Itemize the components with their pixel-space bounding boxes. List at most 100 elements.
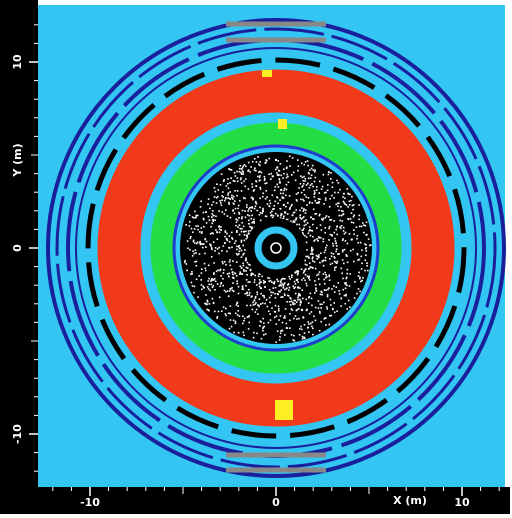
hit [366, 262, 368, 264]
hit [316, 189, 318, 191]
hit [209, 219, 211, 221]
hit [345, 240, 347, 242]
hit [220, 184, 222, 186]
hit [223, 245, 225, 247]
hit [336, 245, 338, 247]
hit [312, 328, 314, 330]
hit [325, 197, 327, 199]
hit [356, 226, 358, 228]
hit [236, 304, 238, 306]
hit [313, 209, 315, 211]
hit [261, 276, 263, 278]
hit [325, 199, 327, 201]
hit [289, 165, 291, 167]
hit [270, 203, 272, 205]
hit [314, 190, 316, 192]
hit [264, 178, 266, 180]
hit [324, 289, 326, 291]
hit [259, 325, 261, 327]
hit [335, 229, 337, 231]
hit [325, 249, 327, 251]
hit [335, 240, 337, 242]
hit [266, 299, 268, 301]
page: X (m) Y (m) -10010100-10 (() => { const … [0, 0, 512, 514]
hit [226, 233, 228, 235]
hit [323, 203, 325, 205]
hit [256, 284, 258, 286]
hit [286, 327, 288, 329]
hit [200, 201, 202, 203]
hit [236, 275, 238, 277]
hit [275, 287, 277, 289]
hit [331, 234, 333, 236]
hit [241, 173, 243, 175]
hit [363, 224, 365, 226]
hit [297, 274, 299, 276]
hit [229, 191, 231, 193]
hit [276, 184, 278, 186]
hit [260, 303, 262, 305]
hit [222, 285, 224, 287]
hit [340, 206, 342, 208]
hit [245, 178, 247, 180]
hit [337, 253, 339, 255]
hit [262, 196, 264, 198]
hit [213, 262, 215, 264]
hit [249, 226, 251, 228]
hit [324, 252, 326, 254]
hit [327, 296, 329, 298]
hit [292, 215, 294, 217]
hit [332, 308, 334, 310]
hit [360, 256, 362, 258]
hit [319, 199, 321, 201]
hit [332, 243, 334, 245]
hit [338, 210, 340, 212]
hit [239, 168, 241, 170]
hit [275, 186, 277, 188]
hit [316, 213, 318, 215]
hit [300, 199, 302, 201]
hit [272, 208, 274, 210]
hit [350, 200, 352, 202]
hit [233, 196, 235, 198]
hit [298, 308, 300, 310]
x-tick-label: -10 [80, 496, 100, 509]
hit [230, 169, 232, 171]
hit [264, 297, 266, 299]
hit [194, 228, 196, 230]
hit [277, 215, 279, 217]
hit [301, 279, 303, 281]
track-hit [277, 174, 279, 176]
hit [233, 320, 235, 322]
hit [257, 176, 259, 178]
hit [248, 223, 250, 225]
hit [365, 248, 367, 250]
hit [242, 245, 244, 247]
hit [208, 288, 210, 290]
hit [341, 298, 343, 300]
hit [351, 196, 353, 198]
hit [230, 319, 232, 321]
hit [351, 222, 353, 224]
hit [208, 216, 210, 218]
hit [280, 215, 282, 217]
hit [283, 285, 285, 287]
hit [252, 302, 254, 304]
x-tick-label: 0 [272, 496, 280, 509]
hit [289, 155, 291, 157]
hit [314, 181, 316, 183]
hit [330, 172, 332, 174]
hit [343, 213, 345, 215]
hit [299, 287, 301, 289]
hit [252, 309, 254, 311]
hit [268, 322, 270, 324]
hit [217, 238, 219, 240]
hit [332, 263, 334, 265]
hit [275, 341, 277, 343]
hit [320, 252, 322, 254]
hit [329, 258, 331, 260]
hit [240, 265, 242, 267]
hit [244, 234, 246, 236]
hit [336, 225, 338, 227]
hit [241, 241, 243, 243]
